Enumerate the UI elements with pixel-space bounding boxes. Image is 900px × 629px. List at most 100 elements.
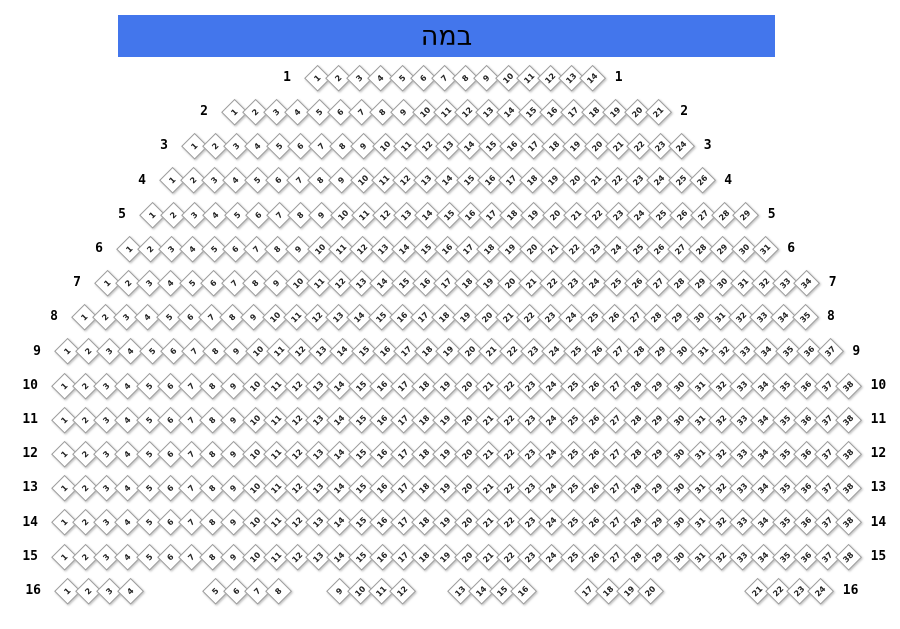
seat-number: 14 — [332, 378, 347, 393]
seat-number: 16 — [394, 310, 410, 325]
seat-number: 22 — [610, 173, 625, 188]
seat[interactable]: 12 — [389, 577, 416, 605]
seat-row-12: 1 2 3 4 5 6 7 8 9 10 11 12 13 14 15 16 17 18 19 20 21 22 23 24 2… — [0, 441, 900, 468]
seat-number: 34 — [756, 447, 771, 462]
seat-number: 19 — [438, 378, 453, 393]
seat-number: 15 — [523, 105, 538, 120]
seat-number: 11 — [268, 447, 284, 462]
seat-number: 8 — [210, 346, 221, 357]
seat-number: 36 — [801, 344, 817, 359]
seat[interactable]: 38 — [835, 406, 862, 434]
seat-number: 8 — [250, 278, 261, 289]
seat-number: 15 — [353, 481, 368, 496]
seat[interactable]: 20 — [637, 577, 664, 605]
seat-number: 26 — [586, 378, 602, 393]
seat-number: 36 — [798, 549, 814, 564]
seat-number: 4 — [125, 346, 136, 357]
row-label-left: 10 — [22, 377, 38, 393]
seat-row-9: 1 2 3 4 5 6 7 8 9 10 11 12 13 14 15 16 17 18 19 20 21 22 23 24 2… — [0, 338, 900, 365]
seat-number: 5 — [163, 312, 174, 323]
seat-number: 2 — [210, 141, 221, 152]
row-label-right: 9 — [852, 343, 861, 359]
seat-row-6: 1 2 3 4 5 6 7 8 9 10 11 12 13 14 15 16 17 18 19 20 21 22 23 24 2… — [0, 235, 900, 263]
seat-number: 13 — [314, 344, 329, 359]
seat-number: 16 — [374, 378, 390, 393]
seat-number: 8 — [207, 449, 218, 460]
seat[interactable]: 37 — [817, 338, 844, 365]
seat-number: 37 — [820, 515, 835, 530]
seat-number: 18 — [417, 481, 432, 496]
seat[interactable]: 8 — [265, 577, 292, 605]
seat-number: 33 — [735, 412, 750, 428]
seat[interactable]: 38 — [835, 509, 862, 536]
seat-number: 32 — [757, 276, 772, 291]
row-label-right: 2 — [680, 104, 689, 120]
seat-number: 34 — [759, 344, 774, 359]
seat[interactable]: 31 — [751, 235, 779, 263]
seat-number: 1 — [58, 449, 70, 460]
seat-number: 11 — [374, 583, 389, 599]
seat-number: 9 — [228, 449, 239, 460]
seat-number: 11 — [398, 139, 414, 154]
seat-number: 14 — [440, 173, 455, 188]
seat-number: 18 — [417, 412, 432, 428]
seat-number: 18 — [417, 549, 432, 564]
seat[interactable]: 24 — [668, 133, 695, 160]
seat[interactable]: 24 — [807, 577, 834, 605]
row-label-left: 13 — [22, 480, 38, 496]
seat[interactable]: 38 — [835, 543, 862, 570]
seat[interactable]: 26 — [688, 167, 716, 194]
seat-number: 37 — [820, 549, 835, 564]
seat-number: 1 — [228, 107, 240, 118]
seat-number: 4 — [122, 380, 133, 391]
seat[interactable]: 16 — [510, 577, 537, 605]
seat-diamond-icon: 29 — [732, 201, 759, 228]
seat[interactable]: 38 — [835, 475, 862, 502]
seat-number: 37 — [820, 447, 835, 462]
seat[interactable]: 14 — [579, 64, 606, 92]
seat-number: 27 — [696, 207, 711, 222]
seat-number: 36 — [798, 515, 814, 530]
seat[interactable]: 4 — [117, 577, 144, 605]
seat-number: 21 — [545, 241, 561, 257]
seat-number: 22 — [522, 310, 537, 325]
row-label-right: 16 — [842, 583, 859, 598]
seat-number: 22 — [502, 447, 517, 462]
seat-number: 35 — [797, 310, 812, 325]
seat-number: 14 — [332, 447, 347, 462]
seat[interactable]: 34 — [793, 270, 820, 297]
seat-number: 10 — [335, 207, 350, 222]
seat-number: 9 — [228, 483, 239, 494]
seat-number: 4 — [122, 551, 133, 562]
seat-number: 31 — [757, 241, 773, 257]
seat-number: 14 — [332, 549, 347, 564]
seat-number: 3 — [104, 585, 115, 597]
seat-diamond-icon: 38 — [835, 543, 862, 570]
seat-number: 13 — [311, 412, 326, 428]
seat-number: 29 — [650, 447, 665, 462]
seat-number: 26 — [629, 276, 645, 291]
seat-number: 13 — [354, 276, 369, 291]
seat-number: 25 — [565, 549, 580, 564]
seat[interactable]: 35 — [791, 304, 818, 331]
seat-number: 30 — [671, 515, 686, 530]
seat-row-2: 1 2 3 4 5 6 7 8 9 10 11 12 13 14 15 16 17 18 19 20 21 2 2 — [0, 99, 900, 126]
seat[interactable]: 38 — [835, 372, 862, 399]
seat[interactable]: 21 — [644, 99, 672, 126]
seat[interactable]: 29 — [732, 201, 759, 228]
seat-number: 29 — [650, 549, 665, 564]
seat-number: 3 — [209, 175, 220, 186]
seat-number: 8 — [272, 243, 283, 255]
seat-number: 24 — [544, 378, 559, 393]
seat-number: 31 — [692, 515, 708, 530]
seat-number: 4 — [375, 72, 386, 84]
seat-number: 23 — [543, 310, 558, 325]
seat-number: 20 — [459, 549, 474, 564]
seat[interactable]: 38 — [835, 441, 862, 468]
seat-number: 17 — [399, 344, 414, 359]
seat-number: 26 — [586, 515, 602, 530]
seat-number: 26 — [586, 481, 602, 496]
seat-number: 33 — [735, 378, 750, 393]
seat-number: 24 — [813, 583, 828, 599]
seat-number: 38 — [841, 447, 856, 462]
